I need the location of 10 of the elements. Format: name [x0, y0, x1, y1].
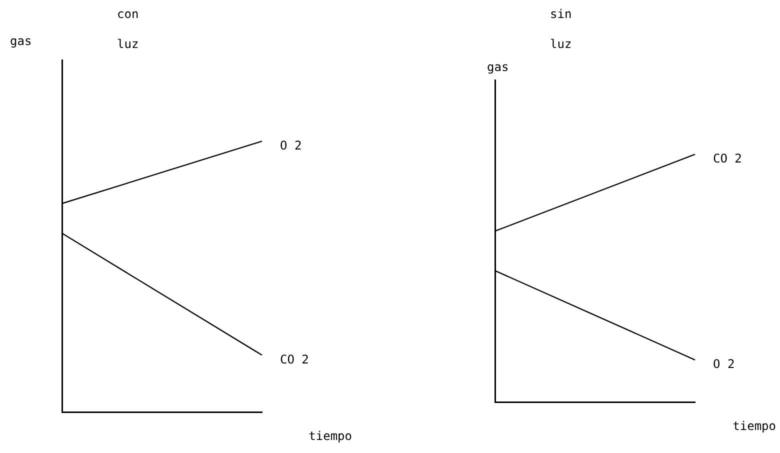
chart-title: con luz — [117, 7, 139, 52]
series-label: O 2 — [713, 357, 735, 372]
y-axis-title: gas — [487, 60, 509, 74]
chart-title: sin luz — [550, 7, 572, 52]
x-axis-title: tiempo — [308, 429, 352, 444]
series-label: O 2 — [280, 138, 302, 152]
y-axis-title: gas — [10, 34, 32, 48]
series-label: CO 2 — [280, 352, 309, 366]
x-axis-title: tiempo — [732, 419, 776, 434]
series-label: CO 2 — [713, 151, 742, 166]
